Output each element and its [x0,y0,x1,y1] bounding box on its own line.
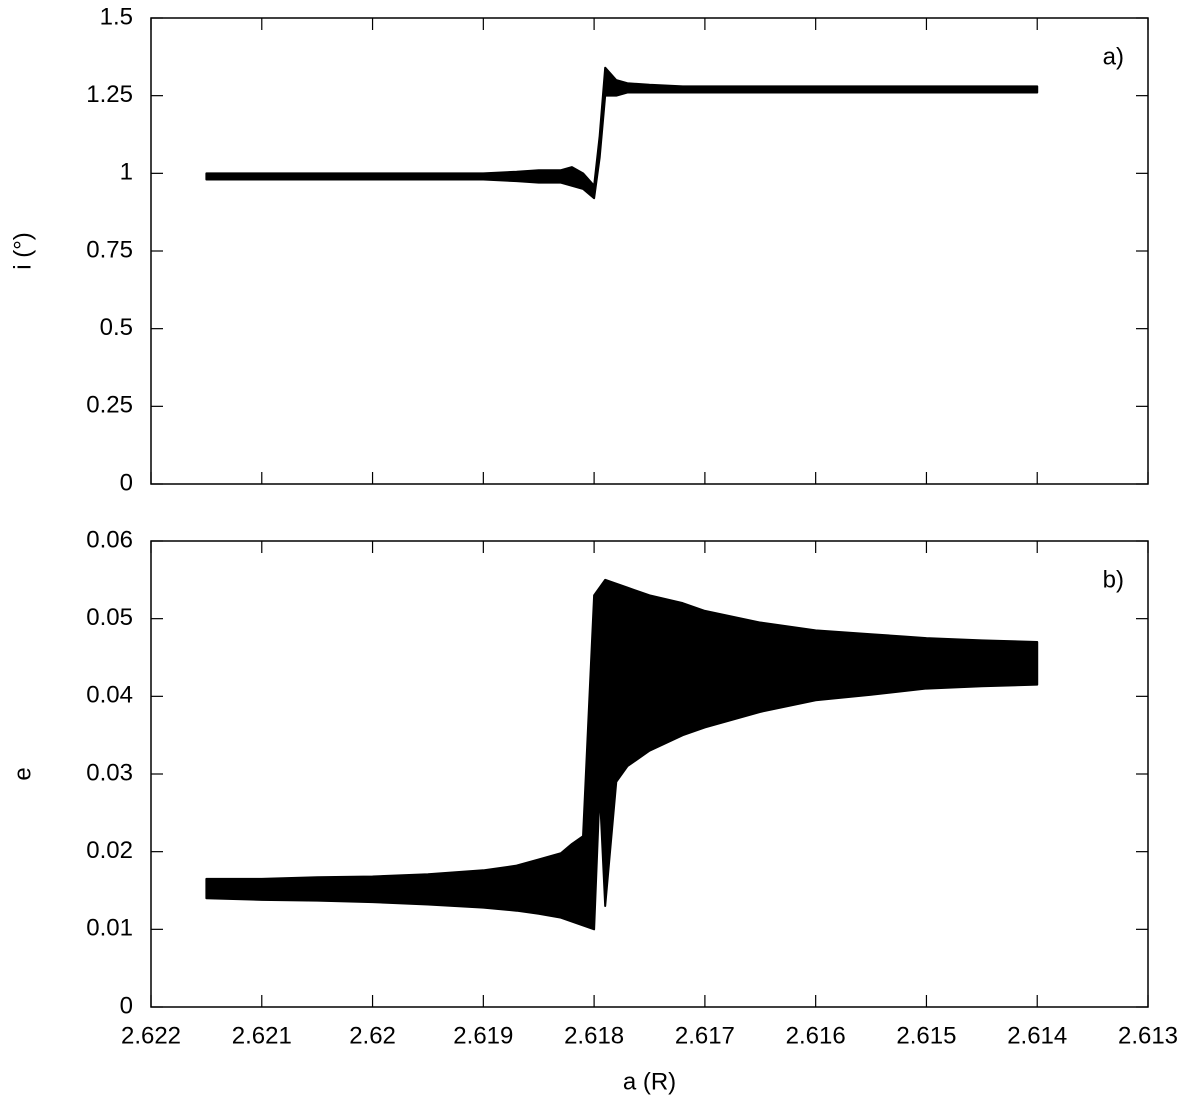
x-tick-label: 2.614 [1007,1022,1067,1049]
y-tick-label: 1.5 [100,3,133,30]
x-tick-label: 2.62 [349,1022,396,1049]
x-tick-label: 2.616 [786,1022,846,1049]
y-tick-label: 0.5 [100,314,133,341]
x-tick-label: 2.613 [1118,1022,1178,1049]
range-band [205,578,1039,931]
plot-frame [150,17,1149,485]
y-tick-label: 1.25 [86,81,133,108]
y-tick-label: 0.01 [86,915,133,942]
range-band [205,66,1039,200]
y-tick-label: 0.06 [86,526,133,553]
x-tick-label: 2.618 [564,1022,624,1049]
y-tick-label: 0.25 [86,392,133,419]
x-tick-label: 2.622 [121,1022,181,1049]
x-tick-label: 2.617 [675,1022,735,1049]
y-axis-label: i (°) [9,232,36,270]
y-tick-label: 0.04 [86,682,133,709]
y-tick-label: 0 [120,992,133,1019]
y-axis-label: e [9,767,36,780]
plot-frame [150,540,1149,1008]
y-tick-label: 1 [120,159,133,186]
y-tick-label: 0.75 [86,236,133,263]
y-tick-label: 0 [120,469,133,496]
x-tick-label: 2.615 [896,1022,956,1049]
y-tick-label: 0.03 [86,759,133,786]
y-tick-label: 0.02 [86,837,133,864]
x-tick-label: 2.619 [453,1022,513,1049]
panel-label: a) [1103,43,1124,70]
panel-label: b) [1103,566,1124,593]
x-axis-label: a (R) [623,1068,676,1095]
y-tick-label: 0.05 [86,604,133,631]
x-tick-label: 2.621 [232,1022,292,1049]
